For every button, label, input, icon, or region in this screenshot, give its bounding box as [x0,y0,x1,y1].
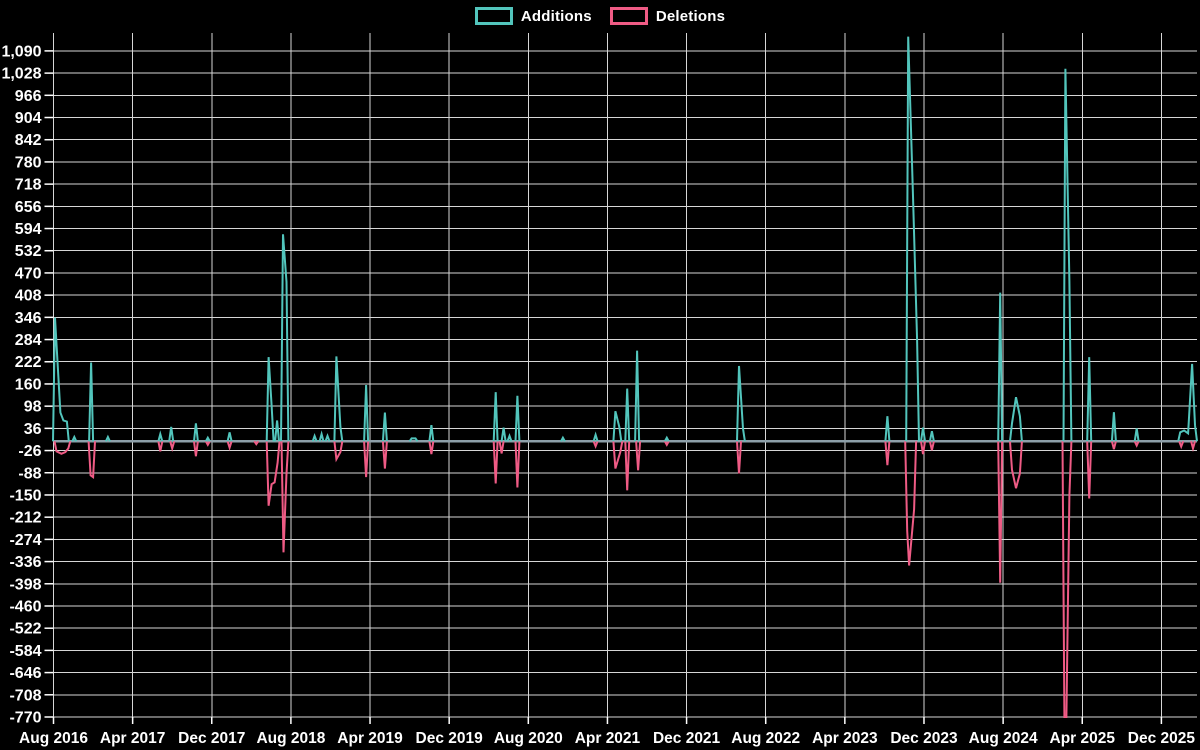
x-tick-label: Dec 2021 [653,730,721,747]
x-tick-label: Dec 2019 [416,730,484,747]
x-tick-label: Aug 2022 [731,730,800,747]
x-tick-label: Aug 2018 [256,730,325,747]
y-tick-label: 160 [15,376,42,393]
x-tick-label: Aug 2024 [969,730,1038,747]
y-tick-label: -398 [9,576,41,593]
additions-swatch-icon [474,7,513,25]
y-tick-label: -770 [9,710,41,727]
x-tick-label: Apr 2025 [1050,730,1116,747]
legend-label-deletions: Deletions [655,7,726,25]
legend-item-additions[interactable]: Additions [474,7,592,25]
x-tick-label: Dec 2017 [178,730,245,747]
y-tick-label: 98 [24,399,42,416]
deletions-swatch-icon [609,7,648,25]
y-tick-label: 656 [15,199,42,216]
x-tick-label: Dec 2023 [890,730,958,747]
y-tick-label: 346 [15,310,42,327]
y-tick-label: -212 [9,510,41,527]
x-axis-labels: Aug 2016 Apr 2017 Dec 2017 Aug 2018 Apr 2019… [19,730,1195,747]
y-tick-label: -26 [18,443,41,460]
y-tick-label: -708 [9,687,41,704]
y-tick-label: -584 [9,643,41,660]
legend-item-deletions[interactable]: Deletions [609,7,726,25]
y-tick-label: 594 [15,221,42,238]
additions-line [52,36,1198,442]
y-tick-label: 718 [15,177,42,194]
y-tick-label: 36 [24,421,42,438]
y-tick-label: 1,028 [1,66,41,83]
x-tick-label: Dec 2025 [1128,730,1196,747]
x-tick-label: Aug 2016 [19,730,88,747]
y-tick-label: -336 [9,554,41,571]
x-tick-label: Apr 2023 [812,730,878,747]
y-tick-label: -88 [18,465,41,482]
x-tick-label: Apr 2021 [575,730,641,747]
y-tick-label: 532 [15,243,42,260]
y-tick-label: 222 [15,354,42,371]
y-tick-label: 470 [15,265,42,282]
legend-label-additions: Additions [520,7,592,25]
y-tick-label: 780 [15,154,42,171]
x-tick-label: Apr 2019 [337,730,403,747]
axis-tick-marks [44,50,1163,724]
y-tick-label: 284 [15,332,42,349]
x-tick-label: Aug 2020 [494,730,563,747]
y-axis-labels: 1,090 1,028 966 904 842 780 718 656 594 532 470 408… [1,43,41,726]
y-tick-label: -460 [9,598,41,615]
y-tick-label: 408 [15,288,42,305]
deletions-line [53,440,1196,718]
x-tick-label: Apr 2017 [100,730,165,747]
y-tick-label: 966 [15,88,42,105]
y-tick-label: 1,090 [1,43,41,60]
y-tick-label: -522 [9,621,41,638]
y-tick-label: -646 [9,665,41,682]
y-tick-label: 842 [15,132,42,149]
y-tick-label: 904 [15,110,42,127]
legend: Additions Deletions [0,7,1200,25]
gridlines [53,33,1197,718]
y-tick-label: -274 [9,532,41,549]
y-tick-label: -150 [9,487,41,504]
